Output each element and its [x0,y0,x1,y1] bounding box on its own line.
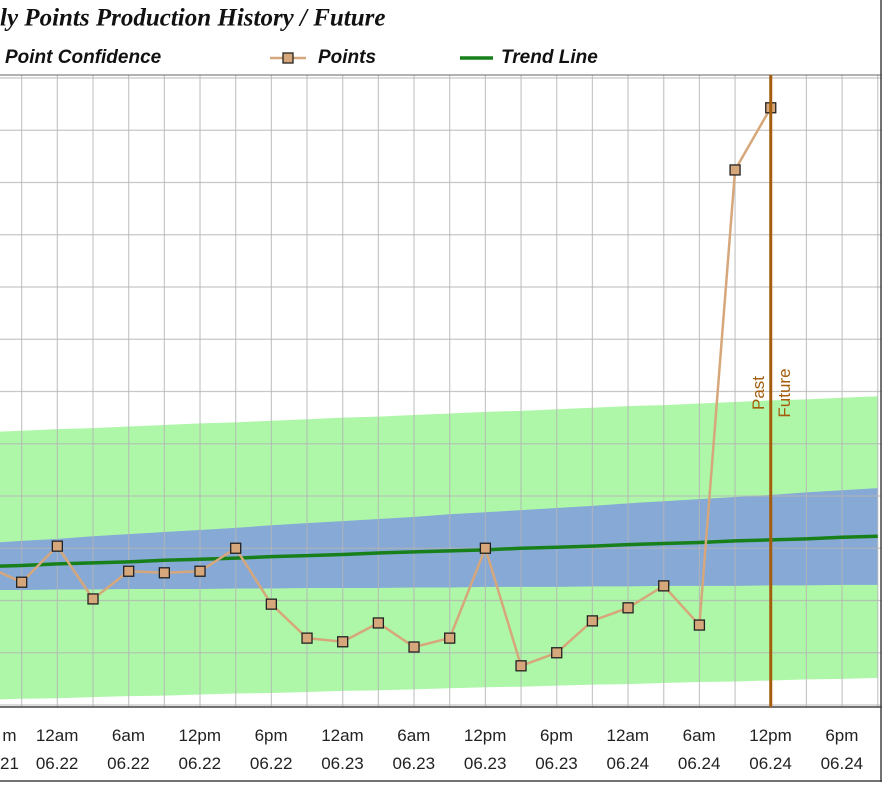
point-marker [586,615,599,627]
x-tick-label: 12am 06.22 [35,726,79,773]
point-marker [337,636,349,648]
x-tick-label: 6am 06.23 [392,726,436,773]
x-tick-label: m 21 [0,726,19,773]
x-tick-label: 6pm 06.23 [535,726,578,773]
point-marker [622,602,634,614]
point-marker [158,567,171,579]
point-marker [408,641,420,653]
legend-label: Point Confidence [5,47,162,68]
point-marker [729,164,741,176]
x-tick-label: 6am 06.24 [677,726,721,773]
x-tick-label: 12pm 06.23 [463,726,507,773]
legend-label: Points [318,47,376,68]
point-marker [444,632,456,644]
point-marker [551,647,563,659]
divider-label: Past [749,376,768,410]
x-tick-label: 12am 06.23 [321,726,364,773]
point-marker [658,580,670,592]
point-marker [693,619,706,631]
confidence-inner [0,488,878,591]
divider-label: Future [775,368,794,417]
point-marker [194,565,206,577]
x-tick-label: 12pm 06.22 [178,726,222,773]
chart-title: ly Points Production History / Future [0,5,385,32]
point-marker [515,660,527,672]
x-tick-label: 12pm 06.24 [749,726,792,773]
point-marker [123,565,135,577]
point-marker [51,540,63,552]
x-tick-label: 12am 06.24 [606,726,650,773]
point-marker [265,598,278,610]
x-tick-label: 6pm 06.24 [820,726,864,773]
point-marker [301,632,313,644]
legend-label: Trend Line [501,47,598,68]
point-marker [87,593,99,605]
point-marker [479,542,492,554]
point-marker [230,542,242,554]
series-line [0,534,878,568]
x-tick-label: 6am 06.22 [107,726,150,773]
point-marker [372,617,385,629]
point-marker [16,576,28,588]
legend-swatch [282,52,294,64]
x-tick-label: 6pm 06.22 [249,726,293,773]
